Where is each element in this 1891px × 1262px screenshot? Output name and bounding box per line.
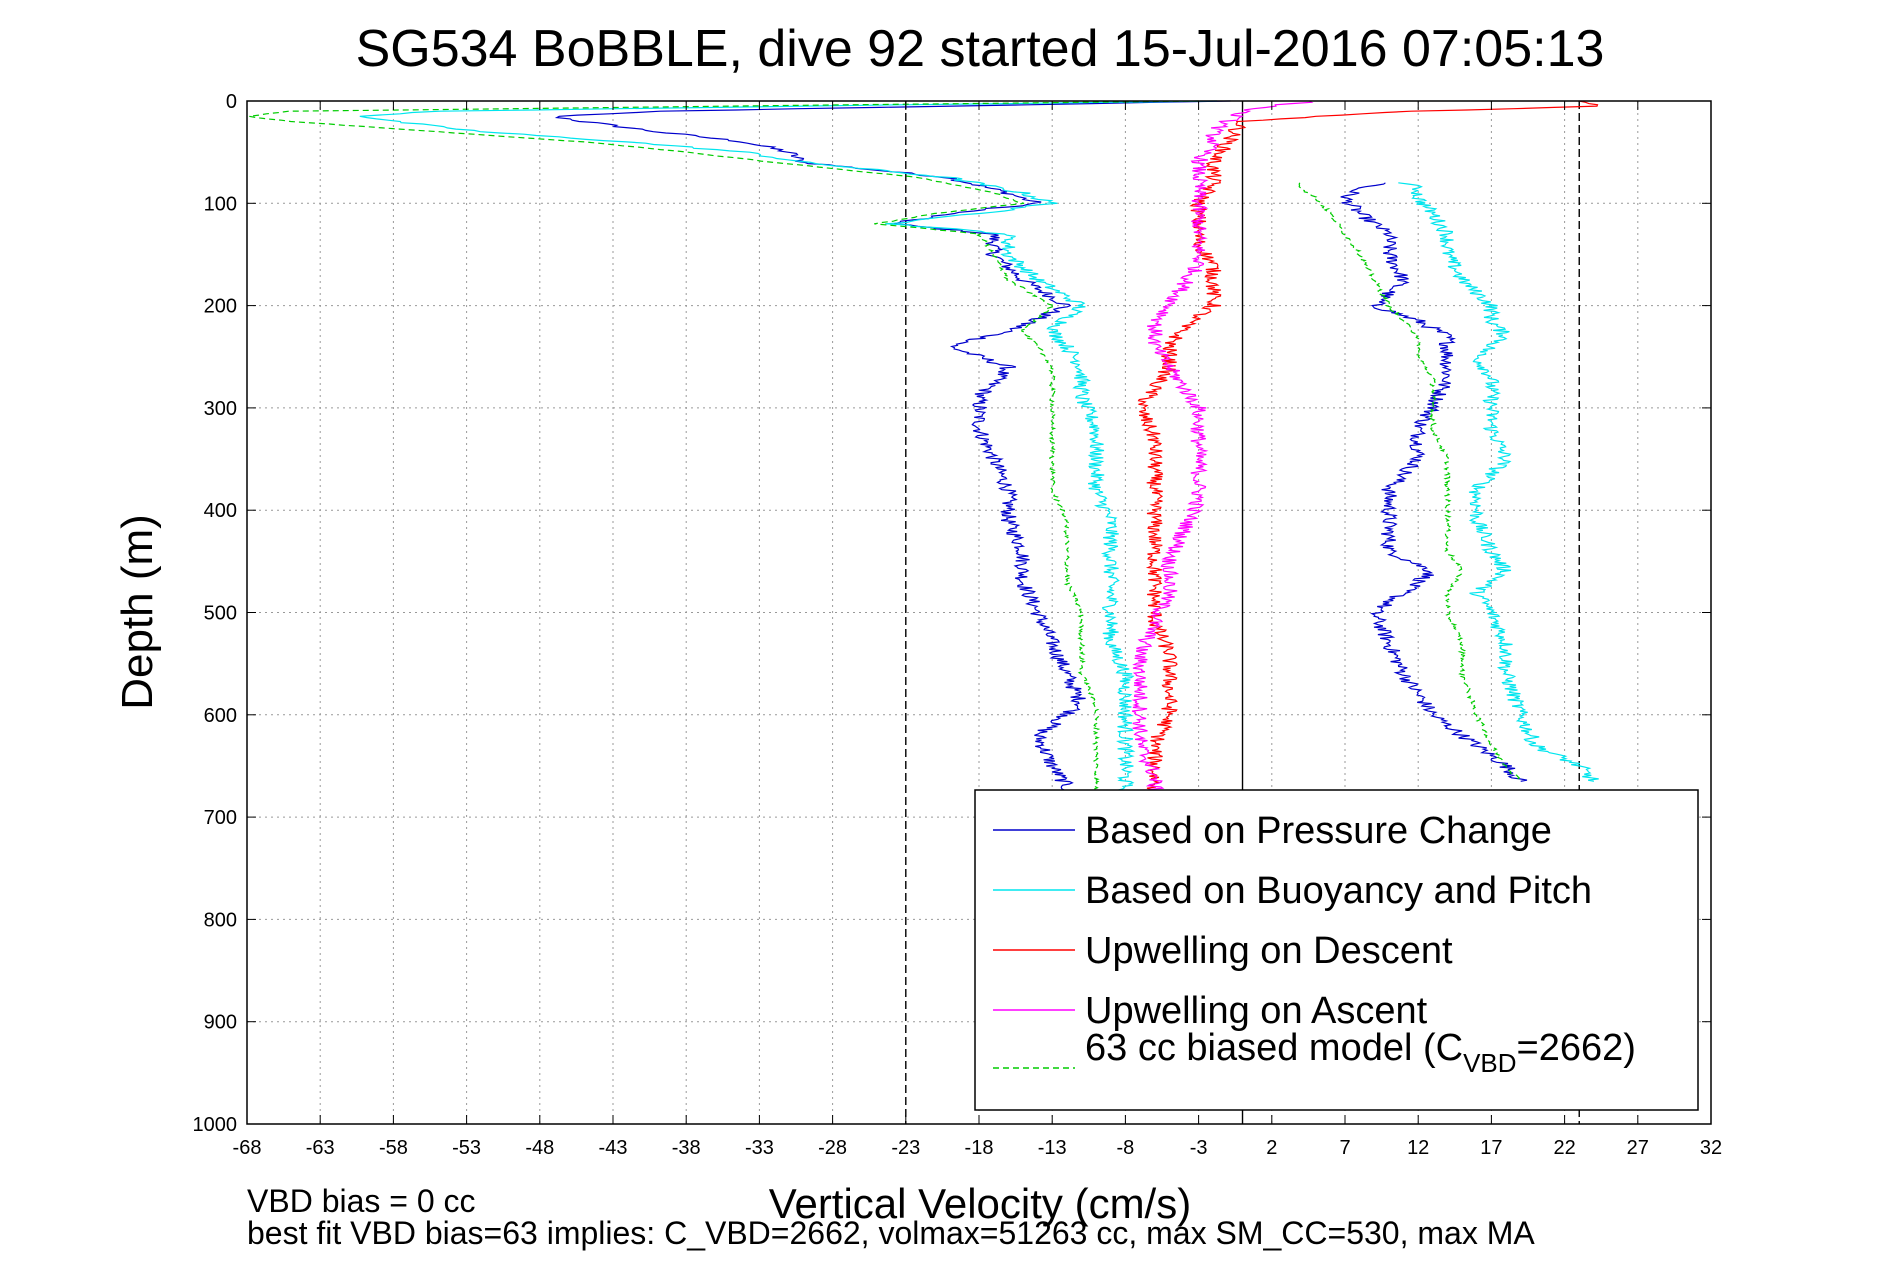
series-3 — [1131, 100, 1314, 798]
legend-label: Upwelling on Ascent — [1085, 990, 1428, 1032]
y-tick-label: 700 — [204, 807, 237, 829]
x-tick-label: -18 — [965, 1137, 994, 1159]
legend-label: Upwelling on Descent — [1085, 930, 1453, 972]
y-tick-label: 300 — [204, 398, 237, 420]
x-tick-label: -48 — [525, 1137, 554, 1159]
series-group — [249, 100, 1599, 798]
y-tick-label: 500 — [204, 603, 237, 625]
legend: Based on Pressure Change Based on Buoyanc… — [974, 789, 1699, 1111]
x-tick-label: -33 — [745, 1137, 774, 1159]
series-4 — [249, 100, 1521, 797]
x-tick-label: -13 — [1038, 1137, 1067, 1159]
series-line — [1137, 100, 1599, 798]
y-tick-label: 900 — [204, 1012, 237, 1034]
x-tick-label: -23 — [891, 1137, 920, 1159]
x-tick-label: 7 — [1339, 1137, 1350, 1159]
series-line — [1131, 100, 1314, 798]
x-tick-label: 2 — [1266, 1137, 1277, 1159]
x-tick-label: -3 — [1190, 1137, 1208, 1159]
x-tick-label: -28 — [818, 1137, 847, 1159]
x-ticks: -68 -63 -58 -53 -48 -43 -38 -33 -28 -23 -18 -13 -8 -3… — [233, 101, 1722, 1159]
series-line — [1298, 182, 1521, 782]
legend-label: Based on Buoyancy and Pitch — [1085, 870, 1592, 912]
x-tick-label: 12 — [1407, 1137, 1429, 1159]
y-ticks: 0 100 200 300 400 500 600 700 800 900 1000 — [193, 91, 1711, 1136]
x-tick-label: -68 — [233, 1137, 262, 1159]
footer-line-2: best fit VBD bias=63 implies: C_VBD=2662… — [247, 1215, 1535, 1251]
x-tick-label: -53 — [452, 1137, 481, 1159]
x-tick-label: -63 — [306, 1137, 335, 1159]
series-line — [1398, 182, 1599, 782]
y-tick-label: 400 — [204, 500, 237, 522]
y-tick-label: 100 — [204, 193, 237, 215]
series-2 — [1137, 100, 1599, 798]
y-tick-label: 800 — [204, 909, 237, 931]
y-tick-label: 1000 — [193, 1114, 238, 1136]
x-tick-label: 17 — [1480, 1137, 1502, 1159]
x-tick-label: -8 — [1117, 1137, 1135, 1159]
x-tick-label: -43 — [599, 1137, 628, 1159]
y-tick-label: 600 — [204, 705, 237, 727]
series-line — [249, 100, 1199, 797]
x-tick-label: 32 — [1700, 1137, 1722, 1159]
y-tick-label: 200 — [204, 296, 237, 318]
series-line — [1340, 182, 1528, 782]
legend-label-model: 63 cc biased model (CVBD=2662) — [1085, 1027, 1636, 1078]
legend-label: Based on Pressure Change — [1085, 810, 1552, 852]
footer-line-1: VBD bias = 0 cc — [247, 1183, 476, 1219]
y-tick-label: 0 — [226, 91, 237, 113]
chart-title: SG534 BoBBLE, dive 92 started 15-Jul-201… — [356, 20, 1605, 78]
series-line — [359, 100, 1218, 798]
series-1 — [359, 100, 1599, 798]
legend-box — [974, 789, 1699, 1111]
x-tick-label: 27 — [1627, 1137, 1649, 1159]
x-tick-label: -58 — [379, 1137, 408, 1159]
x-tick-label: -38 — [672, 1137, 701, 1159]
y-axis-label: Depth (m) — [113, 514, 162, 710]
x-tick-label: 22 — [1553, 1137, 1575, 1159]
x-axis-label: Vertical Velocity (cm/s) — [769, 1180, 1191, 1227]
